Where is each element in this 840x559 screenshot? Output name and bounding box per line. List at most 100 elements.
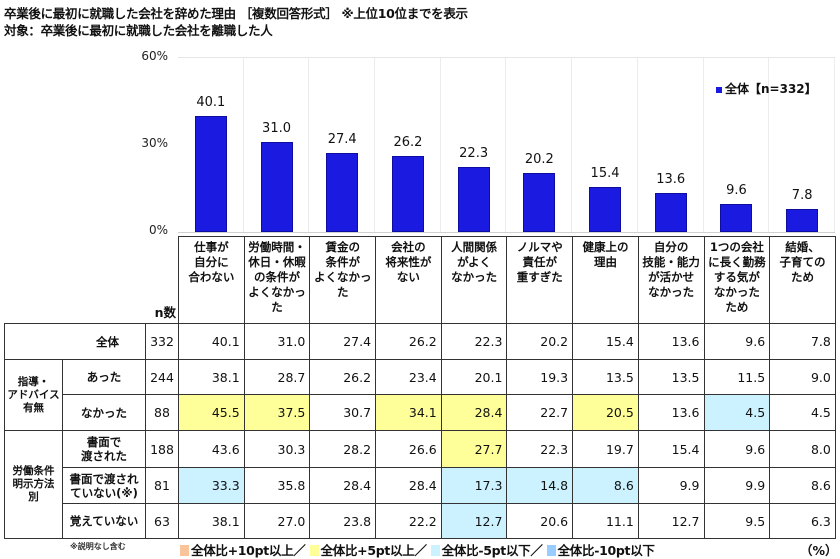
row-group-label: 指導・ アドバイス 有無 <box>4 359 63 431</box>
footnote: ※説明なし含む <box>70 542 126 551</box>
value-cell: 6.3 <box>769 503 836 539</box>
value-cell: 12.7 <box>637 503 705 539</box>
value-cell: 14.8 <box>506 467 574 504</box>
bar-value-label: 7.8 <box>791 188 813 204</box>
column-header-line: 自分の <box>653 240 689 254</box>
legend-swatch <box>716 86 722 93</box>
row-label: 書面で渡され ていない(※) <box>62 467 146 504</box>
value-cell: 20.2 <box>506 323 574 360</box>
value-cell: 8.0 <box>769 430 836 468</box>
value-cell: 13.6 <box>637 323 705 360</box>
chart-subtitle: 対象：卒業後に最初に就職した会社を離職した人 <box>4 23 273 38</box>
value-cell: 4.5 <box>703 394 771 431</box>
table-row: 労働条件 明示方法別書面で 渡された 188 43.6 30.3 28.2 26.6 27.7 2… <box>4 430 836 539</box>
value-cell: 30.3 <box>243 430 311 468</box>
y-tick-30: 30% <box>141 136 168 150</box>
value-cell: 23.8 <box>309 503 377 539</box>
n-count-cell: 81 <box>145 467 179 504</box>
column-header-line: 休日・休暇 <box>248 255 306 269</box>
value-cell: 28.7 <box>243 359 311 395</box>
value-cell: 26.6 <box>375 430 442 468</box>
column-header: 健康上の 理由 <box>572 236 639 324</box>
column-header-line: 重すぎた <box>516 270 563 284</box>
row-group-label-line: 有無 <box>23 401 44 414</box>
column-header-line: が活かせ <box>648 270 695 284</box>
chart-legend: 全体【n=332】 <box>716 80 817 97</box>
column-header-line: 賃金の <box>325 240 360 254</box>
column-header: ノルマや 責任が 重すぎた <box>506 236 574 324</box>
row-label: 書面で 渡された <box>62 430 146 468</box>
row-label-line: 覚えていない <box>69 514 139 528</box>
bar-value-label: 22.3 <box>459 146 489 162</box>
value-cell: 15.4 <box>637 430 705 468</box>
row-label-line: 渡された <box>81 449 127 463</box>
blank-corner <box>5 237 146 324</box>
row-group-label: 労働条件 明示方法別 <box>4 430 63 539</box>
column-header: 人間関係 がよく なかった <box>440 236 508 324</box>
value-cell: 20.5 <box>572 394 639 431</box>
value-cell: 15.4 <box>572 323 639 360</box>
bar-column: 40.1 <box>178 58 244 232</box>
column-header-line: なかった <box>451 270 498 284</box>
column-header: 仕事が 自分に 合わない <box>178 236 245 324</box>
bar <box>654 192 687 232</box>
n-count-cell: 188 <box>145 430 179 468</box>
value-cell: 9.5 <box>703 503 771 539</box>
chart-title: 卒業後に最初に就職した会社を辞めた理由 ［複数回答形式］ ※上位10位までを表示 <box>4 6 468 21</box>
value-cell: 8.6 <box>572 467 639 504</box>
bar <box>457 167 490 232</box>
bar-value-label: 40.1 <box>196 94 226 110</box>
column-header-line: ため <box>791 270 815 284</box>
value-cell: 27.0 <box>243 503 311 539</box>
bar-value-label: 9.6 <box>726 183 747 199</box>
value-cell: 9.9 <box>703 467 771 504</box>
column-header-line: 責任が <box>522 255 558 269</box>
plus10-label: 全体比+10pt以上／ <box>191 543 306 558</box>
value-cell: 13.5 <box>637 359 705 395</box>
value-cell: 28.4 <box>375 467 442 504</box>
value-cell: 28.2 <box>309 430 377 468</box>
bar-column: 13.6 <box>638 58 704 232</box>
row-label: あった <box>62 359 146 395</box>
value-cell: 23.4 <box>375 359 442 395</box>
value-cell: 31.0 <box>243 323 311 360</box>
column-header: 会社の 将来性が ない <box>375 236 442 324</box>
column-header-line: 理由 <box>593 255 617 269</box>
row-group-label-line: アドバイス <box>7 388 60 401</box>
bar <box>523 173 556 232</box>
value-cell: 38.1 <box>178 503 245 539</box>
value-cell: 17.3 <box>440 467 508 504</box>
value-cell: 20.1 <box>440 359 508 395</box>
column-header-line: 将来性が <box>385 255 432 269</box>
column-header-line: た <box>271 300 283 314</box>
table-row: 全体 332 40.1 31.0 27.4 26.2 22.3 20.2 15.4 13.6 9.6… <box>4 323 836 360</box>
column-header-line: の条件が <box>254 270 301 284</box>
minus10-label: 全体比-10pt以下 <box>557 543 655 558</box>
highlight-legend: 全体比+10pt以上／ 全体比+5pt以上／ 全体比-5pt以下／ 全体比-10… <box>180 540 655 559</box>
value-cell: 28.4 <box>440 394 508 431</box>
value-cell: 33.3 <box>178 467 245 504</box>
y-tick-60: 60% <box>141 49 168 63</box>
value-cell: 22.7 <box>506 394 574 431</box>
bar <box>589 187 622 232</box>
bar-value-label: 31.0 <box>262 121 291 137</box>
column-header-line: 結婚、 <box>785 240 820 254</box>
bar-value-label: 27.4 <box>327 131 357 147</box>
bar-value-label: 13.6 <box>656 171 686 187</box>
column-header-line: ない <box>396 270 420 284</box>
row-label: 全体 <box>4 323 146 360</box>
value-cell: 27.4 <box>309 323 377 360</box>
legend-label: 全体【n=332】 <box>725 82 817 96</box>
value-cell: 11.1 <box>572 503 639 539</box>
bar-value-label: 26.2 <box>393 135 423 151</box>
column-header-line: なかった <box>648 285 695 299</box>
bar-column: 31.0 <box>244 58 310 232</box>
value-cell: 19.3 <box>506 359 574 395</box>
column-header-line: ため <box>725 300 749 314</box>
plus5-label: 全体比+5pt以上／ <box>320 543 427 558</box>
column-header-line: 労働時間・ <box>248 240 306 254</box>
bar <box>786 209 819 232</box>
value-cell: 34.1 <box>375 394 442 431</box>
n-count-cell: 63 <box>145 503 179 539</box>
bar <box>194 115 227 232</box>
